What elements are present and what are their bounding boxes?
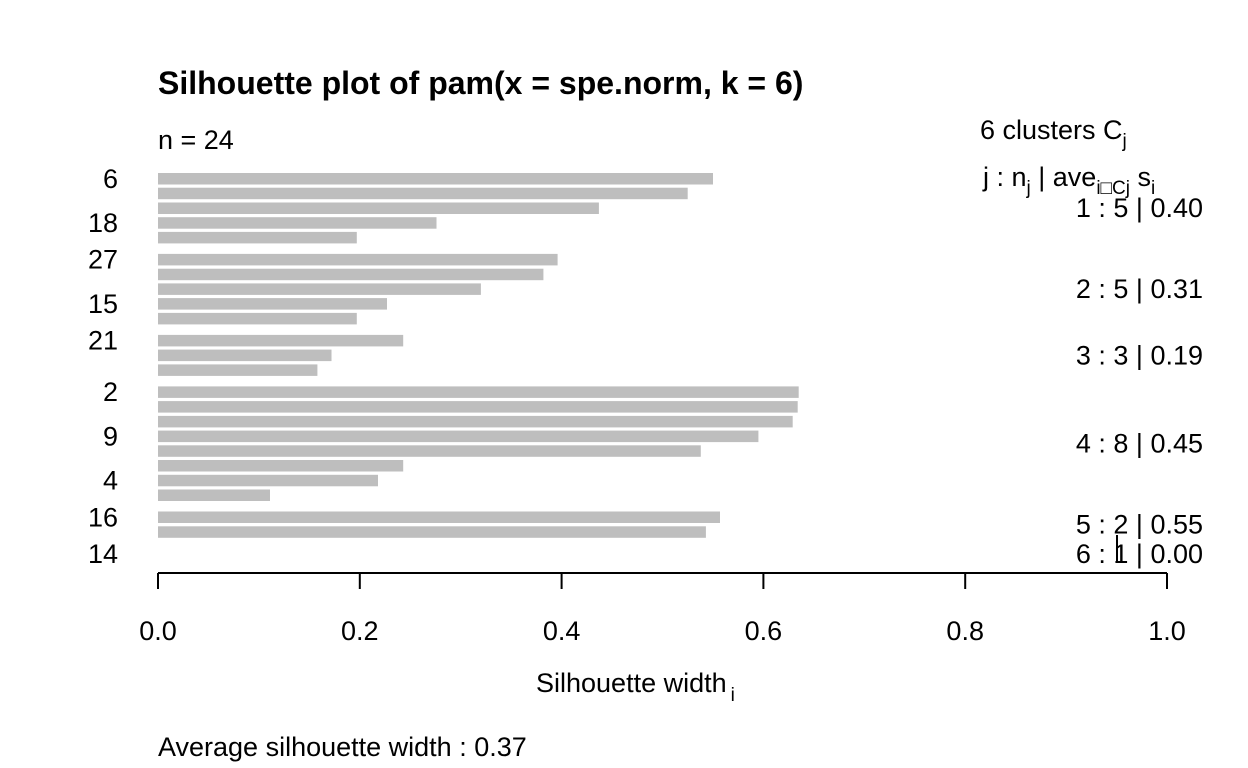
cluster-summary-label: 2 : 5 | 0.31 bbox=[1076, 274, 1203, 304]
x-tick-label: 0.4 bbox=[543, 616, 581, 646]
cluster-summary-label: 6 : 1 | 0.00 bbox=[1076, 539, 1203, 569]
silhouette-bar bbox=[158, 511, 720, 523]
cluster-summary-label: 1 : 5 | 0.40 bbox=[1076, 193, 1203, 223]
silhouette-bar bbox=[158, 349, 332, 362]
cluster-labels-group: 1 : 5 | 0.40 2 : 5 | 0.31 3 : 3 | 0.19 4 : … bbox=[1076, 193, 1203, 569]
legend-header: j : nj | avei□Cj si bbox=[982, 162, 1155, 199]
clusters-header: 6 clusters Cj bbox=[980, 115, 1127, 152]
silhouette-bar bbox=[158, 202, 599, 214]
silhouette-bar bbox=[158, 445, 701, 457]
silhouette-bar bbox=[158, 253, 558, 266]
cluster-summary-label: 4 : 8 | 0.45 bbox=[1076, 429, 1203, 459]
silhouette-bar bbox=[158, 474, 378, 487]
row-label: 21 bbox=[88, 326, 118, 356]
row-label: 4 bbox=[103, 466, 118, 496]
silhouette-bar bbox=[158, 187, 688, 200]
x-tick-label: 0.6 bbox=[745, 616, 783, 646]
row-label: 9 bbox=[103, 421, 118, 451]
silhouette-bar bbox=[158, 430, 759, 443]
chart-title: Silhouette plot of pam(x = spe.norm, k =… bbox=[158, 65, 803, 101]
silhouette-bar bbox=[158, 268, 544, 281]
row-label: 15 bbox=[88, 289, 118, 319]
silhouette-bar bbox=[158, 217, 437, 229]
row-labels-group: 6 18 27 15 21 2 9 4 16 14 bbox=[88, 164, 118, 569]
average-silhouette-width: Average silhouette width : 0.37 bbox=[158, 732, 527, 762]
silhouette-bar bbox=[158, 312, 357, 325]
silhouette-bar bbox=[158, 526, 706, 538]
row-label: 18 bbox=[88, 208, 118, 238]
silhouette-bar bbox=[158, 334, 404, 347]
row-label: 2 bbox=[103, 377, 118, 407]
x-tick-label: 0.2 bbox=[341, 616, 379, 646]
x-tick-label: 0.8 bbox=[946, 616, 984, 646]
silhouette-bar bbox=[158, 489, 270, 501]
row-label: 27 bbox=[88, 245, 118, 275]
row-label: 14 bbox=[88, 539, 118, 569]
x-axis-label: Silhouette width i bbox=[536, 668, 735, 706]
silhouette-bar bbox=[158, 283, 481, 295]
silhouette-bar bbox=[158, 386, 799, 398]
silhouette-bar bbox=[158, 401, 798, 413]
n-label: n = 24 bbox=[158, 125, 234, 155]
silhouette-bar bbox=[158, 364, 318, 376]
cluster-summary-label: 5 : 2 | 0.55 bbox=[1076, 510, 1203, 540]
x-tick-label: 1.0 bbox=[1148, 616, 1186, 646]
bars-group bbox=[158, 173, 799, 538]
silhouette-bar bbox=[158, 298, 387, 310]
x-tick-label: 0.0 bbox=[139, 616, 177, 646]
silhouette-bar bbox=[158, 460, 404, 472]
x-axis: 0.0 0.2 0.4 0.6 0.8 1.0 bbox=[139, 572, 1186, 646]
row-label: 6 bbox=[103, 164, 118, 194]
silhouette-bar bbox=[158, 173, 713, 185]
silhouette-bar bbox=[158, 415, 793, 428]
silhouette-bar bbox=[158, 231, 357, 244]
row-label: 16 bbox=[88, 502, 118, 532]
cluster-summary-label: 3 : 3 | 0.19 bbox=[1076, 340, 1203, 370]
